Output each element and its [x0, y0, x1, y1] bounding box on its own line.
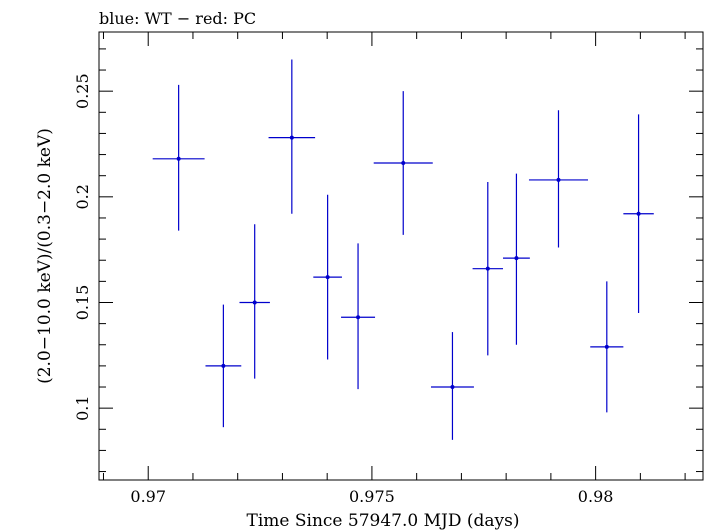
point-marker — [176, 156, 181, 161]
point-marker — [556, 177, 561, 182]
data-point — [152, 84, 205, 231]
point-marker — [325, 275, 330, 280]
point-marker — [252, 300, 257, 305]
axis-tick-labels: 0.97 0.975 0.98 0.1 0.15 0.2 0.25 — [73, 73, 613, 506]
x-tick-label: 0.98 — [578, 487, 614, 506]
data-point — [590, 281, 624, 413]
axis-ticks — [99, 32, 703, 480]
y-tick-label: 0.25 — [73, 73, 92, 109]
data-point — [239, 224, 270, 379]
point-marker — [514, 256, 519, 261]
y-axis-label: (2.0−10.0 keV)/(0.3−2.0 keV) — [35, 128, 55, 384]
point-marker — [636, 211, 641, 216]
point-marker — [289, 135, 294, 140]
point-marker — [604, 344, 609, 349]
data-point — [623, 114, 654, 314]
x-tick-label: 0.975 — [349, 487, 395, 506]
data-point — [503, 173, 530, 345]
data-point — [313, 194, 342, 360]
point-marker — [450, 385, 455, 390]
point-marker — [485, 266, 490, 271]
data-point — [341, 243, 376, 390]
chart-title: blue: WT − red: PC — [99, 9, 256, 28]
y-tick-label: 0.15 — [73, 285, 92, 321]
data-point — [373, 91, 433, 235]
point-marker — [356, 315, 361, 320]
y-tick-label: 0.1 — [73, 395, 92, 420]
x-axis-label: Time Since 57947.0 MJD (days) — [247, 511, 520, 531]
point-marker — [221, 363, 226, 368]
data-point — [528, 110, 589, 248]
data-point — [268, 59, 316, 214]
x-tick-label: 0.97 — [130, 487, 166, 506]
point-marker — [401, 161, 406, 166]
data-point — [205, 304, 242, 428]
data-series — [152, 59, 654, 440]
plot-frame — [98, 31, 704, 481]
data-point — [472, 182, 504, 356]
data-point — [430, 332, 474, 440]
y-tick-label: 0.2 — [73, 184, 92, 209]
